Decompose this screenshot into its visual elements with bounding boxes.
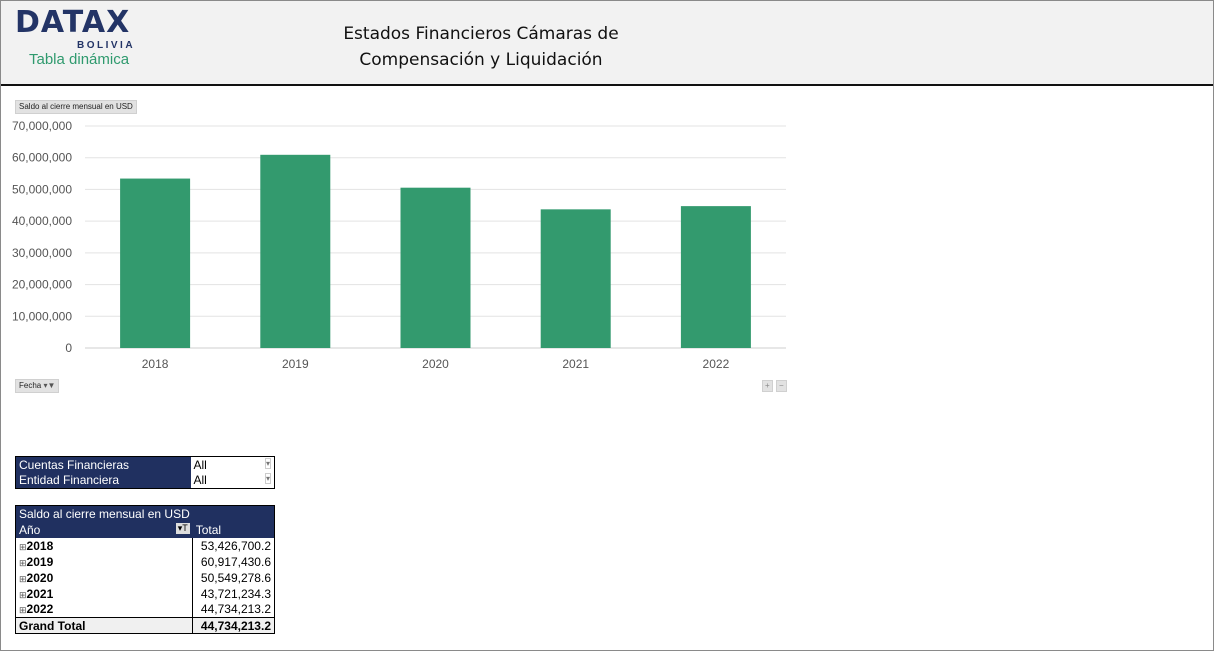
x-tick-label: 2019 bbox=[282, 357, 309, 370]
pivot-table: Saldo al cierre mensual en USD Año ▾T Tota… bbox=[15, 505, 275, 634]
filter-label: Entidad Financiera bbox=[15, 472, 191, 489]
table-row: ⊞2022 44,734,213.2 bbox=[16, 601, 275, 618]
page-title: Estados Financieros Cámaras de Compensaci… bbox=[343, 24, 619, 70]
grand-total-value: 44,734,213.2 bbox=[192, 617, 275, 634]
row-total: 60,917,430.6 bbox=[192, 553, 275, 570]
collapse-button[interactable]: − bbox=[776, 380, 787, 392]
bar-chart: 0 10,000,000 20,000,000 30,000,000 40,000,00… bbox=[12, 119, 786, 370]
x-tick-label: 2022 bbox=[703, 357, 730, 370]
table-row: ⊞2018 53,426,700.2 bbox=[16, 537, 275, 554]
expand-button[interactable]: + bbox=[762, 380, 773, 392]
subtitle: Tabla dinámica bbox=[29, 51, 130, 68]
x-tick-label: 2020 bbox=[422, 357, 449, 370]
y-tick-label: 10,000,000 bbox=[12, 309, 72, 323]
expand-icon[interactable]: ⊞ bbox=[19, 573, 27, 584]
filter-dropdown[interactable]: All ▾ bbox=[193, 457, 271, 472]
header: DATAX BOLIVIA Tabla dinámica Estados Fin… bbox=[1, 1, 1213, 86]
bar-2021[interactable] bbox=[540, 209, 611, 348]
bar-2019[interactable] bbox=[260, 154, 331, 348]
table-row: ⊞2021 43,721,234.3 bbox=[16, 585, 275, 602]
logo-subtext: BOLIVIA bbox=[77, 40, 136, 51]
row-total: 50,549,278.6 bbox=[192, 569, 275, 586]
row-total: 44,734,213.2 bbox=[192, 601, 275, 618]
x-tick-label: 2018 bbox=[142, 357, 169, 370]
dropdown-arrow-icon[interactable]: ▾ bbox=[264, 457, 271, 469]
expand-icon[interactable]: ⊞ bbox=[19, 605, 27, 616]
filter-icon: ▾▼ bbox=[43, 381, 56, 390]
table-row: ⊞2019 60,917,430.6 bbox=[16, 553, 275, 570]
y-tick-label: 0 bbox=[65, 341, 72, 355]
fecha-field-button[interactable]: Fecha ▾▼ bbox=[15, 379, 60, 393]
filter-dropdown[interactable]: All ▾ bbox=[193, 473, 271, 488]
value-field-button[interactable]: Saldo al cierre mensual en USD bbox=[15, 100, 137, 114]
row-header: Año ▾T bbox=[19, 522, 190, 537]
y-tick-label: 40,000,000 bbox=[12, 214, 72, 228]
bar-2018[interactable] bbox=[120, 178, 191, 348]
y-tick-label: 70,000,000 bbox=[12, 119, 72, 133]
datax-logo: DATAX bbox=[15, 5, 131, 40]
expand-icon[interactable]: ⊞ bbox=[19, 557, 27, 568]
col-header: Total bbox=[195, 522, 222, 537]
bar-2022[interactable] bbox=[680, 206, 751, 348]
x-tick-label: 2021 bbox=[562, 357, 589, 370]
filter-icon[interactable]: ▾T bbox=[175, 522, 190, 534]
expand-icon[interactable]: ⊞ bbox=[19, 589, 27, 600]
dropdown-arrow-icon[interactable]: ▾ bbox=[264, 473, 271, 485]
row-total: 43,721,234.3 bbox=[192, 585, 275, 602]
filter-table: Cuentas Financieras All ▾ Entidad Financie… bbox=[15, 456, 275, 489]
bar-2020[interactable] bbox=[400, 187, 471, 348]
filter-label: Cuentas Financieras bbox=[15, 456, 191, 473]
grand-total-label: Grand Total bbox=[19, 618, 86, 633]
y-tick-label: 30,000,000 bbox=[12, 246, 72, 260]
y-tick-label: 50,000,000 bbox=[12, 182, 72, 196]
pivot-title: Saldo al cierre mensual en USD bbox=[19, 506, 190, 521]
row-total: 53,426,700.2 bbox=[192, 537, 275, 554]
y-tick-label: 20,000,000 bbox=[12, 278, 72, 292]
expand-icon[interactable]: ⊞ bbox=[19, 541, 27, 552]
y-tick-label: 60,000,000 bbox=[12, 151, 72, 165]
table-row: ⊞2020 50,549,278.6 bbox=[16, 569, 275, 586]
